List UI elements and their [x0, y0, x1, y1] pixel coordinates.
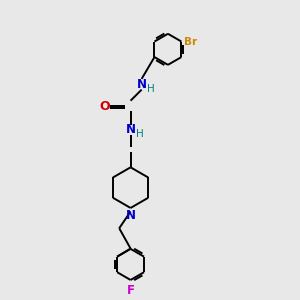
Text: H: H: [136, 130, 144, 140]
Text: N: N: [126, 209, 136, 222]
Text: H: H: [147, 84, 155, 94]
Text: O: O: [99, 100, 110, 112]
Text: F: F: [127, 284, 135, 296]
Text: Br: Br: [184, 37, 197, 46]
Text: N: N: [126, 124, 136, 136]
Text: N: N: [136, 78, 147, 91]
